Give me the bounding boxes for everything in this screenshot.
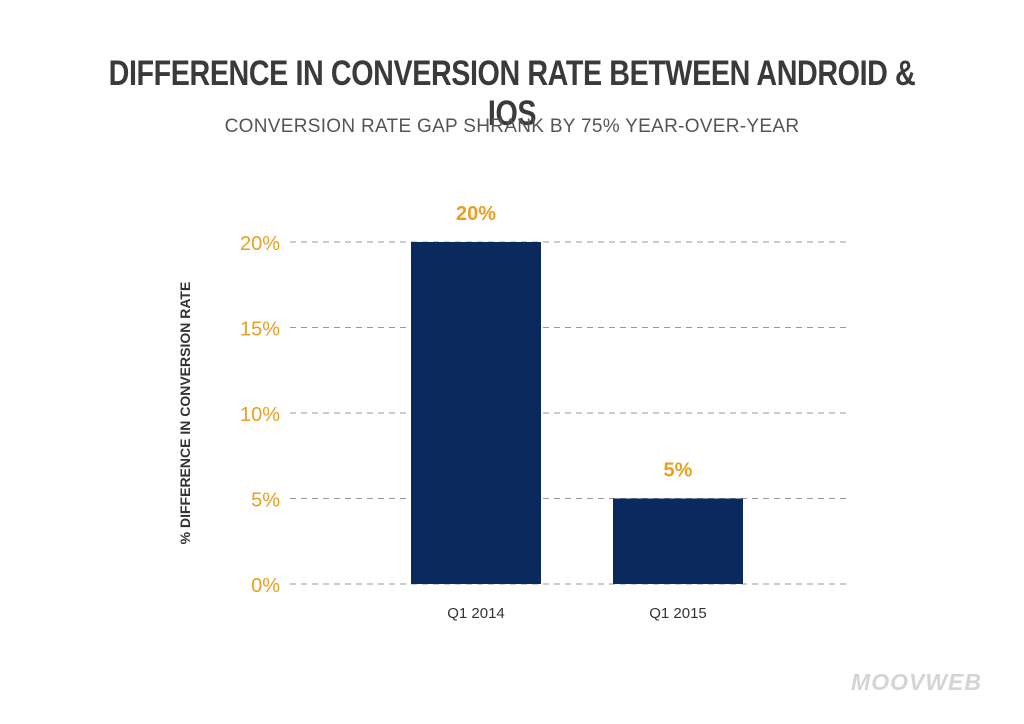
- y-tick-label: 0%: [251, 575, 280, 597]
- y-tick-label: 20%: [240, 233, 280, 255]
- y-tick-label: 5%: [251, 490, 280, 512]
- x-tick-label: Q1 2014: [447, 605, 505, 622]
- bar: [411, 242, 541, 584]
- bar: [613, 498, 743, 584]
- data-label: 20%: [456, 203, 496, 225]
- chart-subtitle: CONVERSION RATE GAP SHRANK BY 75% YEAR-O…: [224, 116, 800, 137]
- moovweb-logo: MOOVWEB: [851, 669, 982, 695]
- y-axis-label: % DIFFERENCE IN CONVERSION RATE: [177, 282, 193, 545]
- y-tick-label: 15%: [240, 319, 280, 341]
- data-label: 5%: [664, 460, 693, 482]
- x-tick-label: Q1 2015: [649, 605, 707, 622]
- y-tick-label: 10%: [240, 404, 280, 426]
- chart-title: DIFFERENCE IN CONVERSION RATE BETWEEN AN…: [108, 54, 916, 133]
